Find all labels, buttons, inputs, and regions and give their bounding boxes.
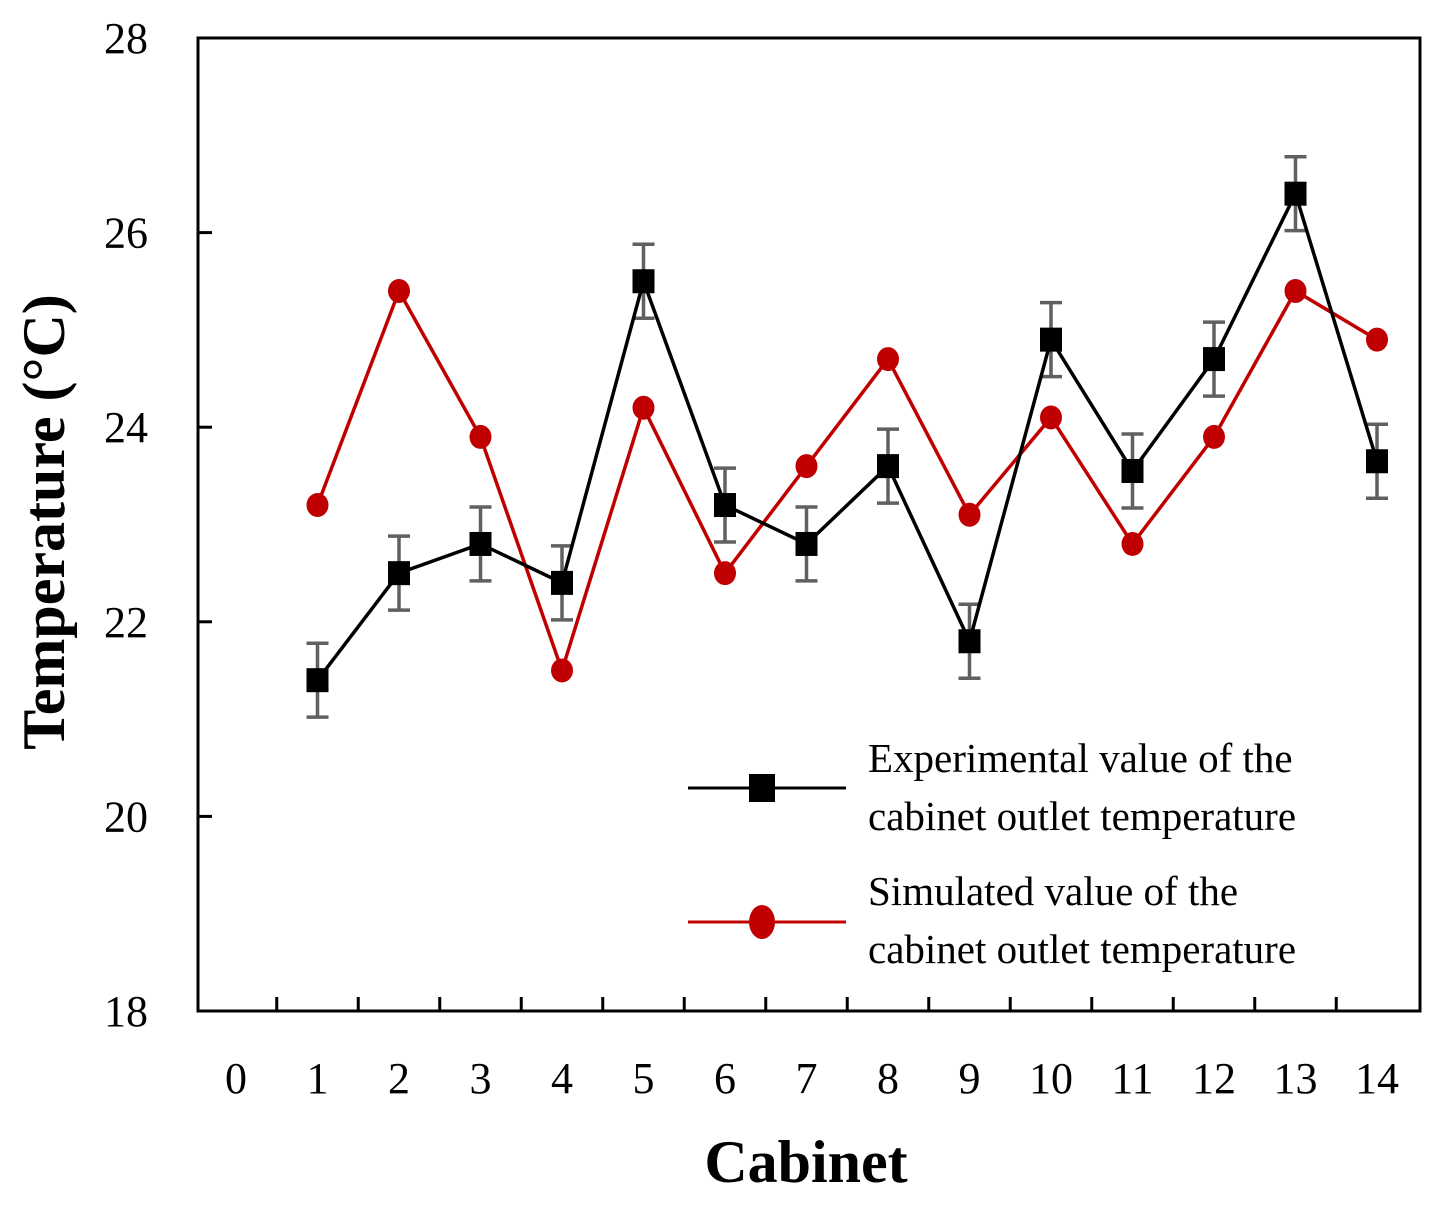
y-tick-label: 28 (104, 14, 148, 63)
x-tick-label: 10 (1029, 1054, 1073, 1103)
plot-area-frame (196, 36, 1422, 1013)
simulated-point (306, 493, 329, 518)
simulated-point (1284, 278, 1307, 303)
simulated-point (1203, 424, 1225, 449)
x-tick-label: 8 (877, 1054, 899, 1103)
y-tick-label: 22 (104, 598, 148, 647)
simulated-point (958, 502, 981, 527)
experimental-point (1040, 327, 1062, 352)
simulated-point (1366, 327, 1388, 352)
experimental-point (877, 454, 899, 479)
y-axis-title: Temperature (°C) (11, 294, 77, 750)
simulated-point (795, 454, 818, 479)
x-tick-label: 12 (1192, 1054, 1236, 1103)
legend-experimental-label-line1: Experimental value of the (868, 735, 1293, 781)
experimental-point (632, 269, 655, 294)
legend-experimental-marker (749, 774, 775, 802)
y-tick-label: 24 (104, 403, 148, 452)
simulated-point (877, 347, 899, 372)
experimental-point (1284, 181, 1307, 206)
y-axis: 18 20 22 24 26 28 (104, 14, 212, 1036)
simulated-point (1040, 405, 1062, 430)
x-tick-label: 2 (388, 1054, 410, 1103)
simulated-point (1121, 531, 1144, 556)
simulated-series-line (315, 286, 1378, 677)
experimental-point (306, 668, 329, 693)
x-tick-label: 4 (551, 1054, 573, 1103)
experimental-point (714, 493, 736, 518)
x-tick-label: 9 (959, 1054, 981, 1103)
x-tick-label: 14 (1355, 1054, 1399, 1103)
experimental-point (958, 629, 981, 654)
y-tick-label: 18 (104, 987, 148, 1036)
simulated-point (632, 395, 655, 420)
experimental-point (551, 570, 573, 595)
legend-simulated-marker (749, 905, 775, 939)
experimental-point (388, 561, 410, 586)
x-tick-label: 7 (796, 1054, 818, 1103)
legend-experimental-label-line2: cabinet outlet temperature (868, 793, 1296, 839)
simulated-point (388, 278, 410, 303)
experimental-point (1203, 347, 1225, 372)
x-tick-label: 1 (307, 1054, 329, 1103)
legend: Experimental value of the cabinet outlet… (688, 735, 1296, 972)
legend-simulated-label-line2: cabinet outlet temperature (868, 926, 1296, 972)
legend-simulated-label-line1: Simulated value of the (868, 868, 1238, 914)
x-tick-label: 6 (714, 1054, 736, 1103)
x-tick-label: 5 (633, 1054, 655, 1103)
x-axis: 0 1 2 3 4 5 6 7 8 9 10 11 12 13 14 (225, 997, 1399, 1103)
experimental-point (795, 531, 818, 556)
x-tick-label: 3 (470, 1054, 492, 1103)
y-tick-label: 26 (104, 209, 148, 258)
experimental-point (1366, 449, 1388, 474)
x-axis-title: Cabinet (704, 1129, 907, 1195)
y-tick-label: 20 (104, 792, 148, 841)
experimental-point (469, 531, 492, 556)
series-layer (306, 154, 1388, 719)
simulated-point (551, 658, 573, 683)
experimental-series-line (316, 188, 1379, 682)
simulated-point (714, 561, 736, 586)
x-tick-label: 13 (1274, 1054, 1318, 1103)
x-tick-label: 11 (1111, 1054, 1153, 1103)
experimental-point (1121, 458, 1144, 483)
x-tick-label: 0 (225, 1054, 247, 1103)
simulated-point (469, 424, 492, 449)
